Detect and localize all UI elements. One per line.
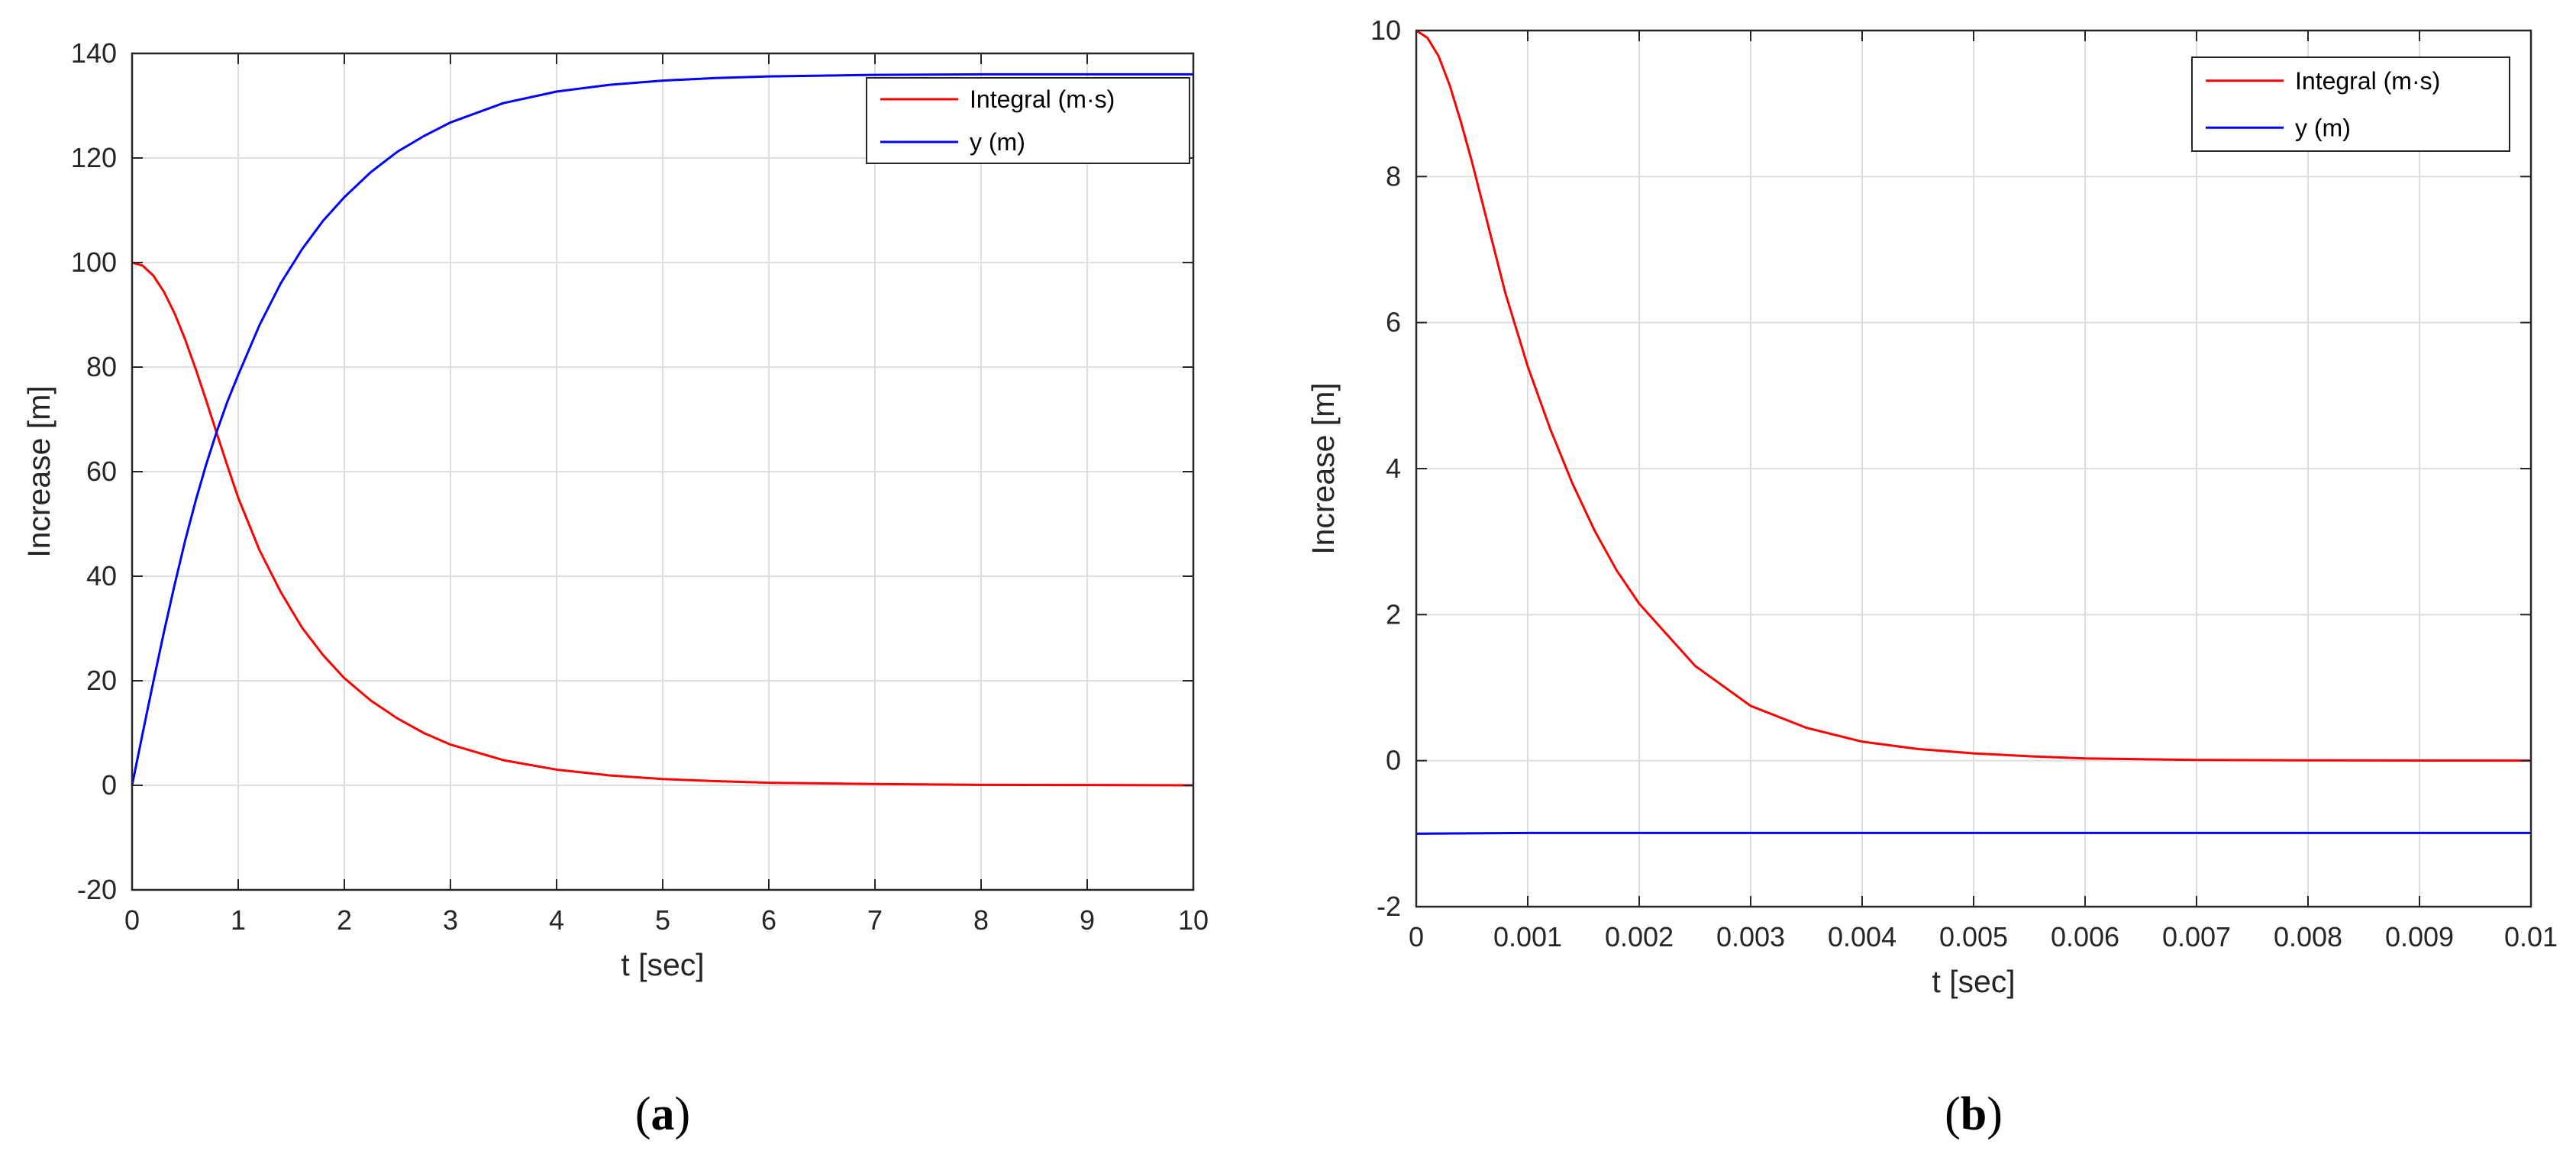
legend-box bbox=[866, 77, 1190, 164]
x-tick-label: 1 bbox=[231, 904, 246, 936]
legend-entry: Integral (m·s) bbox=[970, 85, 1115, 113]
x-tick-label: 0 bbox=[1409, 921, 1424, 952]
y-tick-label: 10 bbox=[1370, 15, 1401, 46]
legend-entry: y (m) bbox=[970, 128, 1025, 156]
x-tick-label: 0.003 bbox=[1716, 921, 1785, 952]
x-axis-label: t [sec] bbox=[621, 947, 704, 982]
x-tick-label: 0.009 bbox=[2385, 921, 2454, 952]
x-tick-label: 8 bbox=[973, 904, 989, 936]
y-tick-label: 60 bbox=[86, 456, 117, 487]
legend-box bbox=[2191, 56, 2510, 152]
panel-caption-letter: a bbox=[651, 1088, 675, 1140]
y-tick-label: 6 bbox=[1386, 307, 1401, 338]
x-tick-label: 0.008 bbox=[2274, 921, 2342, 952]
x-tick-label: 0.006 bbox=[2051, 921, 2119, 952]
y-tick-label: 120 bbox=[71, 142, 117, 173]
legend-entry: y (m) bbox=[2295, 114, 2351, 141]
y-tick-label: 8 bbox=[1386, 160, 1401, 192]
x-tick-label: 0.001 bbox=[1493, 921, 1562, 952]
y-axis-label: Increase [m] bbox=[1306, 382, 1341, 555]
x-tick-label: 0 bbox=[124, 904, 140, 936]
x-tick-label: 4 bbox=[549, 904, 564, 936]
x-tick-label: 6 bbox=[761, 904, 776, 936]
series-line-integral bbox=[131, 261, 1194, 787]
y-tick-label: -2 bbox=[1377, 891, 1401, 922]
x-tick-label: 0.007 bbox=[2162, 921, 2231, 952]
y-tick-label: 4 bbox=[1386, 453, 1401, 484]
y-tick-label: 40 bbox=[86, 560, 117, 591]
x-tick-label: 3 bbox=[443, 904, 458, 936]
panel-caption: (a) bbox=[635, 1088, 690, 1140]
y-tick-label: 20 bbox=[86, 665, 117, 696]
legend-entry: Integral (m·s) bbox=[2295, 67, 2440, 95]
panel-caption-letter: b bbox=[1961, 1088, 1987, 1140]
y-tick-label: 80 bbox=[86, 351, 117, 382]
x-tick-label: 10 bbox=[1178, 904, 1209, 936]
y-tick-label: 0 bbox=[102, 769, 117, 801]
chart-panel-b: 0 0.001 0.002 0.003 0.004 0.005 0.006 0.007 0.00… bbox=[1306, 15, 2558, 1140]
legend: Integral (m·s) y (m) bbox=[2191, 56, 2510, 152]
y-tick-label: 100 bbox=[71, 247, 117, 278]
series-line-integral bbox=[1416, 29, 2532, 762]
legend: Integral (m·s) y (m) bbox=[866, 77, 1190, 164]
y-tick-label: 0 bbox=[1386, 745, 1401, 776]
x-tick-label: 7 bbox=[867, 904, 883, 936]
x-tick-label: 2 bbox=[337, 904, 352, 936]
y-axis-label: Increase [m] bbox=[21, 385, 56, 558]
x-axis-label: t [sec] bbox=[1932, 964, 2015, 999]
y-tick-label: 2 bbox=[1386, 598, 1401, 630]
x-tick-label: 0.002 bbox=[1605, 921, 1674, 952]
y-tick-label: -20 bbox=[77, 874, 117, 905]
x-tick-label: 0.01 bbox=[2504, 921, 2558, 952]
x-tick-label: 0.004 bbox=[1828, 921, 1896, 952]
x-tick-label: 5 bbox=[655, 904, 670, 936]
panel-caption: (b) bbox=[1945, 1088, 2003, 1140]
x-tick-label: 9 bbox=[1080, 904, 1095, 936]
y-tick-label: 140 bbox=[71, 37, 117, 69]
series-line-y bbox=[131, 73, 1193, 786]
x-tick-label: 0.005 bbox=[1939, 921, 2008, 952]
